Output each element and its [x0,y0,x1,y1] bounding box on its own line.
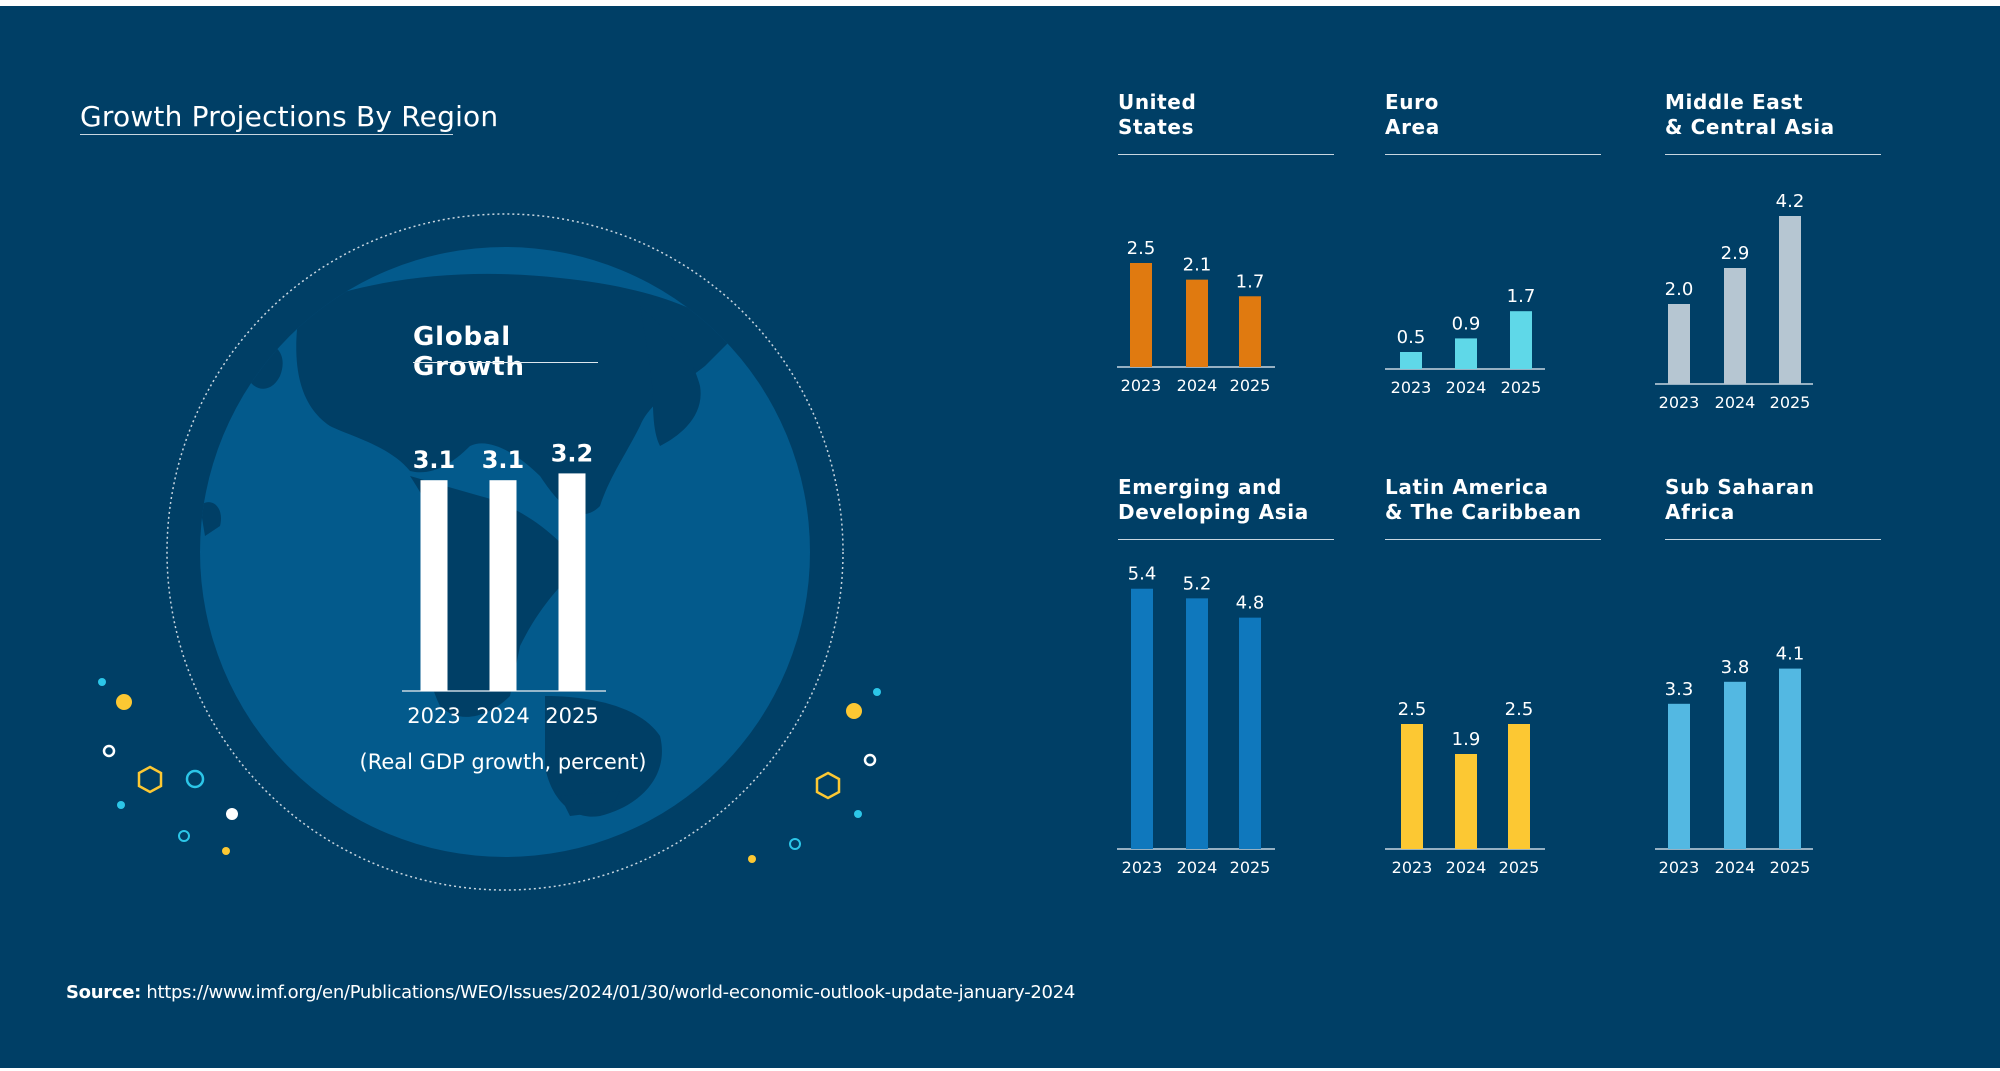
x-tick-label: 2024 [1715,393,1756,412]
region-title-united-states: United States [1118,90,1197,139]
x-tick-label: 2025 [1770,858,1811,877]
data-label: 5.2 [1183,573,1212,594]
bar-middle-east-central-asia-2025 [1779,216,1801,384]
region-underline [1665,154,1881,155]
region-title-emerging-developing-asia: Emerging and Developing Asia [1118,475,1309,524]
globe-landmass [200,273,735,817]
region-title-latin-america-caribbean: Latin America & The Caribbean [1385,475,1582,524]
region-underline [1118,539,1334,540]
bar-global-2025 [558,473,586,691]
bar-middle-east-central-asia-2023 [1668,304,1690,384]
x-tick-label: 2024 [476,704,529,728]
data-label: 3.1 [482,446,525,474]
bar-latin-america-caribbean-2024 [1455,754,1477,849]
chart-emerging-developing-asia: 5.4 2023 5.2 2024 4.8 2025 [1117,564,1275,877]
bar-euro-area-2025 [1510,311,1532,369]
bar-united-states-2025 [1239,296,1261,367]
data-label: 3.3 [1665,679,1694,700]
bar-sub-saharan-africa-2023 [1668,703,1690,849]
bar-sub-saharan-africa-2025 [1779,668,1801,849]
x-tick-label: 2024 [1446,378,1487,397]
title-underline [80,134,453,135]
bar-emerging-developing-asia-2025 [1239,617,1261,849]
bar-sub-saharan-africa-2024 [1724,681,1746,849]
data-label: 4.8 [1236,593,1265,614]
chart-sub-saharan-africa: 3.3 2023 3.8 2024 4.1 2025 [1655,644,1813,877]
x-tick-label: 2023 [1391,378,1432,397]
decorative-dots-right [748,688,881,863]
bar-global-2024 [489,480,517,691]
region-title-middle-east-central-asia: Middle East & Central Asia [1665,90,1835,139]
chart-euro-area: 0.5 2023 0.9 2024 1.7 2025 [1385,286,1545,397]
region-title-sub-saharan-africa: Sub Saharan Africa [1665,475,1815,524]
x-tick-label: 2025 [1230,858,1271,877]
x-tick-label: 2023 [407,704,460,728]
data-label: 2.5 [1127,238,1156,259]
infographic-canvas: Growth Projections By Region [0,6,2000,1068]
x-tick-label: 2025 [1499,858,1540,877]
global-growth-underline [413,362,598,363]
x-tick-label: 2023 [1659,858,1700,877]
x-tick-label: 2024 [1177,858,1218,877]
bar-united-states-2024 [1186,279,1208,367]
source-line: Source: https://www.imf.org/en/Publicati… [66,982,1075,1003]
chart-global: 3.1 2023 3.1 2024 3.2 2025 [402,439,606,728]
bar-emerging-developing-asia-2023 [1131,588,1153,849]
data-label: 2.5 [1398,699,1427,720]
globe-orbit-ring [166,213,844,891]
x-tick-label: 2025 [1230,376,1271,395]
x-tick-label: 2025 [545,704,598,728]
region-underline [1385,539,1601,540]
region-underline [1665,539,1881,540]
data-label: 3.2 [551,439,594,467]
data-label: 3.1 [413,446,456,474]
x-tick-label: 2024 [1446,858,1487,877]
x-tick-label: 2023 [1392,858,1433,877]
data-label: 2.9 [1721,243,1750,264]
x-tick-label: 2024 [1715,858,1756,877]
data-label: 0.5 [1397,327,1426,348]
data-label: 3.8 [1721,657,1750,678]
bar-euro-area-2024 [1455,338,1477,369]
globe-illustration: 3.1 2023 3.1 2024 3.2 2025 2.5 2023 2.1 2024 1.7 20… [98,191,1813,891]
chart-latin-america-caribbean: 2.5 2023 1.9 2024 2.5 2025 [1385,699,1545,877]
chart-middle-east-central-asia: 2.0 2023 2.9 2024 4.2 2025 [1655,191,1813,412]
source-url[interactable]: https://www.imf.org/en/Publications/WEO/… [146,982,1076,1003]
unit-note: (Real GDP growth, percent) [359,750,647,774]
bar-euro-area-2023 [1400,352,1422,369]
data-label: 2.1 [1183,255,1212,276]
source-label: Source: [66,982,141,1003]
region-underline [1118,154,1334,155]
data-label: 0.9 [1452,313,1481,334]
bar-latin-america-caribbean-2025 [1508,724,1530,849]
data-label: 1.9 [1452,729,1481,750]
data-label: 2.5 [1505,699,1534,720]
bar-emerging-developing-asia-2024 [1186,598,1208,849]
decorative-dots-left [98,678,238,855]
data-label: 2.0 [1665,279,1694,300]
region-title-euro-area: Euro Area [1385,90,1440,139]
bar-charts-layer: 3.1 2023 3.1 2024 3.2 2025 2.5 2023 2.1 2024 1.7 20… [402,191,1813,877]
data-label: 4.2 [1776,191,1805,212]
bar-latin-america-caribbean-2023 [1401,724,1423,849]
bar-middle-east-central-asia-2024 [1724,268,1746,384]
x-tick-label: 2023 [1659,393,1700,412]
data-label: 1.7 [1507,286,1536,307]
global-growth-title: Global Growth [413,322,525,382]
bar-united-states-2023 [1130,263,1152,367]
page-title: Growth Projections By Region [80,100,499,133]
x-tick-label: 2023 [1122,858,1163,877]
x-tick-label: 2024 [1177,376,1218,395]
region-underline [1385,154,1601,155]
bar-global-2023 [420,480,448,691]
data-label: 4.1 [1776,644,1805,665]
x-tick-label: 2025 [1501,378,1542,397]
data-label: 1.7 [1236,271,1265,292]
x-tick-label: 2025 [1770,393,1811,412]
x-tick-label: 2023 [1121,376,1162,395]
chart-united-states: 2.5 2023 2.1 2024 1.7 2025 [1117,238,1275,395]
data-label: 5.4 [1128,564,1157,585]
